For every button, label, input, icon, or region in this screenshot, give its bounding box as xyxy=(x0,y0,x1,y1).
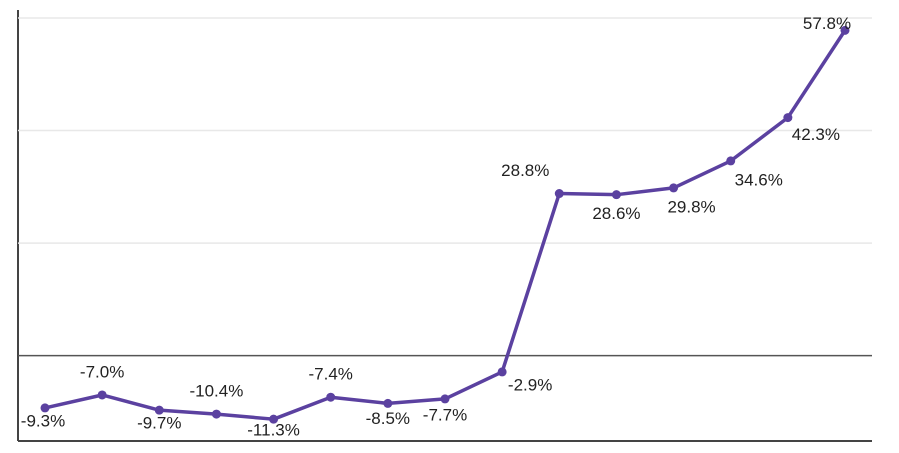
point xyxy=(669,183,679,193)
point xyxy=(611,190,621,200)
data-label: -10.4% xyxy=(189,382,243,401)
point xyxy=(269,414,279,424)
point xyxy=(211,409,221,419)
data-label: 34.6% xyxy=(735,170,783,189)
point xyxy=(326,392,336,402)
data-label: -7.7% xyxy=(423,405,467,424)
data-label: 29.8% xyxy=(667,197,715,216)
point xyxy=(154,405,164,415)
data-label: -11.3% xyxy=(247,421,300,440)
data-label: -8.5% xyxy=(366,409,410,428)
point xyxy=(440,394,450,404)
data-label: 42.3% xyxy=(792,125,840,144)
data-label: -9.7% xyxy=(137,414,181,433)
point xyxy=(554,189,564,199)
point xyxy=(783,113,793,123)
data-label: -7.4% xyxy=(309,365,353,384)
data-label: -2.9% xyxy=(508,375,552,394)
data-label: 57.8% xyxy=(803,14,851,33)
point xyxy=(497,367,507,377)
data-label: 28.8% xyxy=(501,161,549,180)
point xyxy=(40,403,50,413)
point xyxy=(97,390,107,400)
data-label: 28.6% xyxy=(592,204,640,223)
point xyxy=(383,398,393,408)
point xyxy=(726,156,736,166)
data-label: -7.0% xyxy=(80,362,124,381)
data-label: -9.3% xyxy=(21,411,65,430)
line xyxy=(44,29,847,421)
point xyxy=(840,25,850,35)
